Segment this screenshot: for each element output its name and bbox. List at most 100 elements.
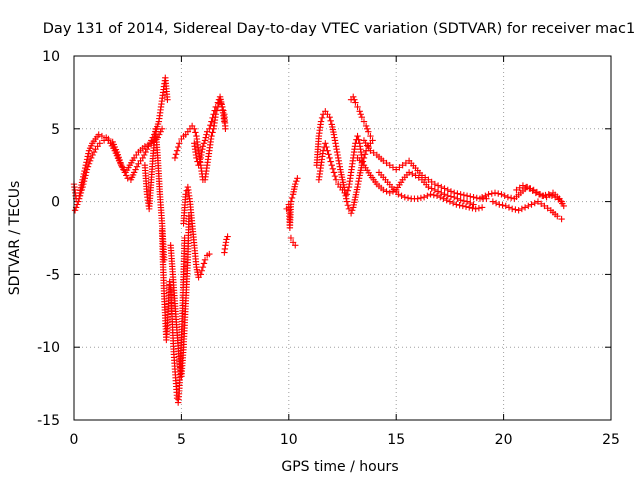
- data-point: [459, 202, 466, 210]
- data-point: [84, 163, 92, 170]
- data-point: [350, 93, 357, 100]
- data-point: [360, 118, 368, 125]
- data-point: [467, 199, 474, 207]
- data-point: [328, 162, 335, 169]
- data-point: [292, 180, 299, 188]
- data-point: [222, 125, 229, 132]
- data-point: [515, 207, 522, 214]
- data-point: [344, 202, 352, 209]
- x-tick-label: 10: [280, 432, 298, 448]
- data-point: [201, 137, 209, 144]
- data-point: [343, 191, 350, 198]
- data-point: [288, 194, 296, 202]
- data-point: [82, 169, 90, 176]
- data-point: [421, 174, 429, 181]
- data-point: [440, 195, 447, 202]
- data-point: [322, 140, 329, 147]
- data-point: [415, 174, 422, 181]
- data-point: [463, 198, 471, 205]
- data-point: [196, 158, 203, 165]
- data-point: [124, 175, 131, 182]
- data-point: [551, 194, 559, 201]
- data-point: [358, 113, 366, 121]
- data-point: [443, 196, 450, 204]
- data-point: [558, 215, 565, 223]
- data-point: [369, 137, 376, 144]
- data-point: [331, 172, 339, 180]
- data-point: [483, 195, 490, 202]
- axis-ticks: 0 5 10 15 20 25 10 5 0 -5 -10 -15: [37, 49, 620, 448]
- data-point: [498, 191, 505, 198]
- data-point: [293, 178, 300, 185]
- data-point: [206, 250, 213, 258]
- data-point: [347, 210, 355, 217]
- data-point: [132, 166, 139, 173]
- data-point: [85, 150, 92, 157]
- data-point: [142, 148, 149, 156]
- data-point: [428, 185, 435, 192]
- data-point: [425, 176, 432, 183]
- data-point: [140, 151, 148, 159]
- data-point: [402, 159, 410, 167]
- data-point: [361, 151, 369, 158]
- data-point: [354, 132, 361, 140]
- data-point: [199, 263, 207, 271]
- data-point: [144, 141, 152, 149]
- data-point: [531, 199, 538, 207]
- data-point: [475, 204, 483, 212]
- data-point: [362, 122, 370, 130]
- data-point: [460, 197, 468, 205]
- data-point: [287, 198, 295, 205]
- data-point: [496, 201, 503, 208]
- x-tick-label: 5: [177, 432, 186, 448]
- data-point: [105, 135, 112, 143]
- data-point: [133, 163, 141, 170]
- data-point: [507, 194, 515, 202]
- data-point: [560, 202, 567, 210]
- data-point: [326, 154, 333, 162]
- data-point: [327, 158, 334, 165]
- data-point: [100, 137, 108, 144]
- data-point: [431, 186, 439, 194]
- data-point: [348, 207, 356, 214]
- data-point: [380, 186, 387, 194]
- data-point: [450, 194, 458, 201]
- grid-lines: [74, 56, 611, 420]
- data-point: [489, 198, 497, 205]
- data-point: [158, 125, 166, 132]
- data-point: [201, 256, 209, 264]
- data-point: [542, 191, 549, 199]
- data-point: [447, 193, 455, 200]
- data-point: [323, 143, 330, 151]
- data-point: [208, 118, 215, 125]
- data-point: [223, 236, 230, 243]
- data-point: [393, 166, 400, 173]
- data-point: [84, 153, 91, 160]
- data-point: [420, 194, 428, 201]
- data-point: [83, 156, 91, 163]
- y-tick-label: -10: [37, 340, 60, 356]
- data-point: [405, 169, 413, 176]
- data-point: [389, 164, 397, 171]
- data-point: [482, 192, 489, 199]
- data-point: [96, 140, 103, 147]
- data-point: [356, 108, 363, 115]
- data-point: [558, 198, 565, 205]
- data-point: [491, 189, 499, 197]
- data-point: [431, 180, 439, 188]
- data-point: [74, 201, 81, 208]
- data-point: [425, 183, 432, 191]
- data-point: [412, 172, 419, 179]
- data-point: [472, 205, 479, 213]
- data-point: [207, 121, 214, 129]
- data-point: [330, 169, 338, 176]
- data-point: [359, 158, 367, 165]
- data-point: [324, 147, 331, 154]
- data-point: [441, 191, 448, 198]
- data-point: [386, 189, 393, 197]
- data-point: [383, 188, 390, 195]
- chart-title: Day 131 of 2014, Sidereal Day-to-day VTE…: [43, 21, 635, 37]
- data-point: [399, 162, 406, 169]
- data-point: [355, 136, 362, 143]
